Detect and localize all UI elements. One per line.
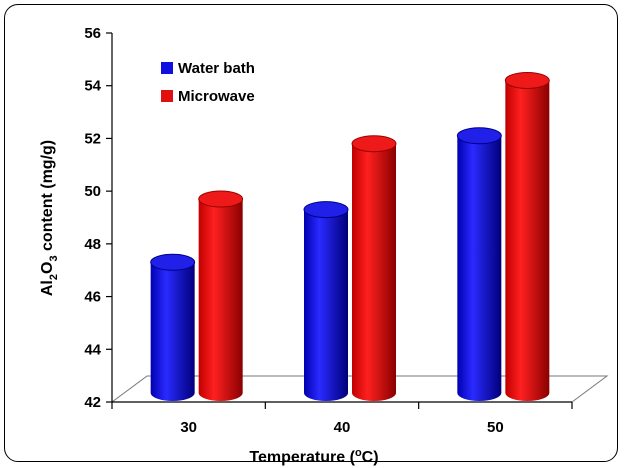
legend: Water bath Microwave <box>161 60 255 105</box>
bar-water-bath-40 <box>303 201 349 401</box>
y-tick-label-0: 42 <box>84 394 101 411</box>
y-tick-label-3: 48 <box>84 236 101 253</box>
bars <box>150 71 550 402</box>
legend-swatch-water-bath <box>161 62 173 74</box>
y-tick-label-2: 46 <box>84 289 101 306</box>
legend-label-water-bath: Water bath <box>178 60 255 77</box>
bar-microwave-30 <box>198 190 244 401</box>
y-tick-label-1: 44 <box>84 341 101 358</box>
y-tick-label-6: 54 <box>84 78 101 95</box>
x-tick-label-0: 30 <box>180 419 197 436</box>
x-axis-title: Temperature (oC) <box>249 447 378 466</box>
y-axis-title: Al2O3 content (mg/g) <box>39 140 60 296</box>
bar-microwave-50 <box>504 71 550 401</box>
x-ticks: 30 40 50 <box>111 402 573 436</box>
y-tick-label-7: 56 <box>84 25 101 42</box>
legend-label-microwave: Microwave <box>178 88 255 105</box>
legend-swatch-microwave <box>161 90 173 102</box>
y-tick-label-4: 50 <box>84 183 101 200</box>
bar-microwave-40 <box>351 135 397 401</box>
bar-water-bath-30 <box>150 253 196 401</box>
x-tick-label-2: 50 <box>487 419 504 436</box>
y-ticks: 42 44 46 48 50 52 54 56 <box>84 25 112 411</box>
bar-water-bath-50 <box>456 127 502 402</box>
x-tick-label-1: 40 <box>334 419 351 436</box>
y-tick-label-5: 52 <box>84 130 101 147</box>
